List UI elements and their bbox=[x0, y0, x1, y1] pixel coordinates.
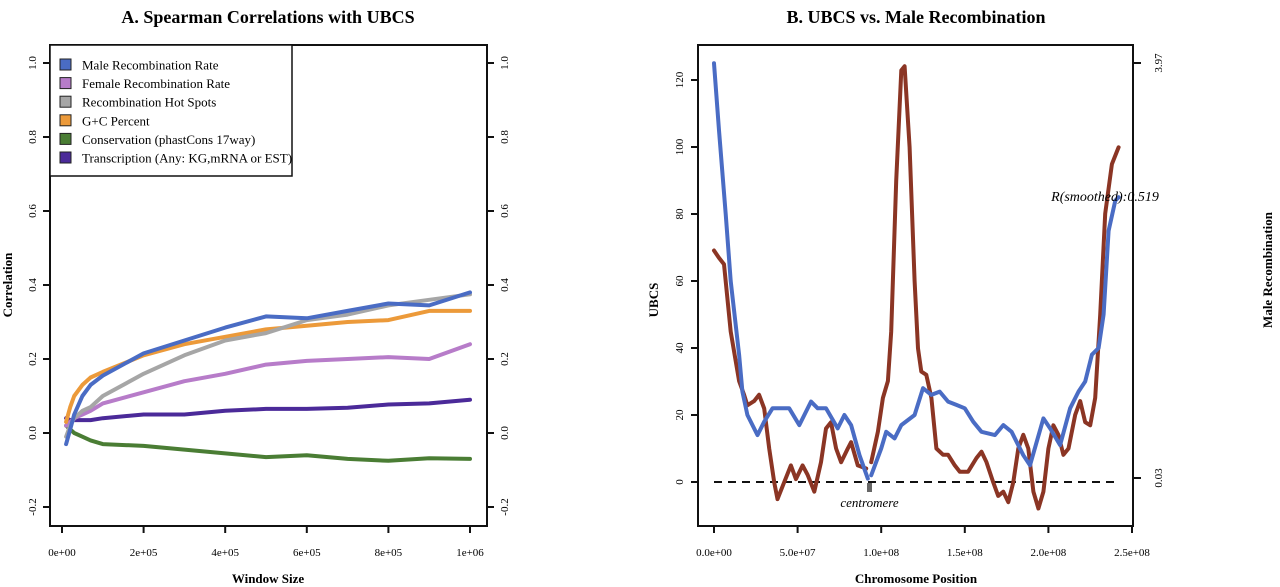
y-tick-label: 0.2 bbox=[27, 352, 39, 366]
y-tick-label: 0 bbox=[674, 479, 686, 485]
x-tick-label: 1e+06 bbox=[456, 547, 484, 559]
right-y-tick-label: 0.4 bbox=[499, 278, 511, 292]
legend-swatch bbox=[59, 58, 72, 71]
y-tick-label: 1.0 bbox=[27, 56, 39, 70]
panel-b-x-axis-label: Chromosome Position bbox=[855, 571, 978, 586]
legend-swatch bbox=[59, 95, 72, 108]
y-tick-label: 0.8 bbox=[27, 130, 39, 144]
y-tick-label: -0.2 bbox=[27, 498, 39, 515]
panel-a-title: A. Spearman Correlations with UBCS bbox=[121, 7, 414, 27]
legend-swatch bbox=[59, 77, 72, 90]
series-line-ubcs bbox=[712, 61, 1121, 481]
right-y-tick-label: -0.2 bbox=[499, 498, 511, 515]
legend-item: Recombination Hot Spots bbox=[59, 95, 216, 110]
legend-swatch bbox=[59, 132, 72, 145]
series-line-recombination-hot-spots bbox=[64, 292, 472, 439]
right-y-tick-label: 1.0 bbox=[499, 56, 511, 70]
right-y-tick-label: 0.2 bbox=[499, 352, 511, 366]
panel-b-right-axis-label: Male Recombination bbox=[1260, 211, 1275, 328]
legend-item: Conservation (phastCons 17way) bbox=[59, 132, 255, 147]
legend-label: Recombination Hot Spots bbox=[82, 95, 216, 110]
right-y-tick-label: 0.0 bbox=[499, 426, 511, 440]
series-line-transcription-any-kg-mrna-or-est- bbox=[64, 397, 472, 423]
x-tick-label: 5.0e+07 bbox=[780, 547, 816, 559]
x-tick-label: 0.0e+00 bbox=[696, 547, 732, 559]
series-line-conservation-phastcons-17way- bbox=[64, 423, 472, 463]
centromere-label: centromere bbox=[840, 495, 898, 510]
series-line-g-c-percent bbox=[64, 308, 472, 424]
y-tick-label: 120 bbox=[674, 71, 686, 88]
legend-item: G+C Percent bbox=[59, 113, 150, 128]
y-tick-label: 0.4 bbox=[27, 278, 39, 292]
y-tick-label: 0.0 bbox=[27, 426, 39, 440]
legend-label: Transcription (Any: KG,mRNA or EST) bbox=[82, 151, 292, 166]
y-tick-label: 60 bbox=[674, 275, 686, 287]
x-tick-label: 8e+05 bbox=[375, 547, 403, 559]
x-tick-label: 1.5e+08 bbox=[947, 547, 983, 559]
legend-swatch bbox=[59, 151, 72, 164]
x-tick-label: 1.0e+08 bbox=[863, 547, 899, 559]
legend-label: Male Recombination Rate bbox=[82, 58, 219, 73]
y-tick-label: 0.6 bbox=[27, 204, 39, 218]
x-tick-label: 2.0e+08 bbox=[1030, 547, 1066, 559]
legend-frame bbox=[49, 44, 293, 177]
legend-label: Female Recombination Rate bbox=[82, 76, 230, 91]
x-tick-label: 4e+05 bbox=[211, 547, 239, 559]
legend-label: G+C Percent bbox=[82, 113, 150, 128]
legend-label: Conservation (phastCons 17way) bbox=[82, 132, 255, 147]
y-tick-label: 40 bbox=[674, 342, 686, 354]
panel-a-legend: Male Recombination Rate Female Recombinat… bbox=[49, 44, 293, 177]
panel-a-x-axis-label: Window Size bbox=[232, 571, 305, 586]
x-tick-label: 0e+00 bbox=[48, 547, 76, 559]
y-tick-label: 100 bbox=[674, 138, 686, 155]
series-line-male-recombination-rate bbox=[64, 290, 472, 447]
legend-swatch bbox=[59, 114, 72, 127]
y-tick-label: 20 bbox=[674, 409, 686, 421]
right-y-tick-label: 0.6 bbox=[499, 204, 511, 218]
legend-item: Male Recombination Rate bbox=[59, 58, 219, 73]
panel-a-y-axis-label: Correlation bbox=[0, 252, 15, 318]
x-tick-label: 6e+05 bbox=[293, 547, 321, 559]
right-y-tick-label: 0.03 bbox=[1153, 468, 1165, 488]
x-tick-label: 2.5e+08 bbox=[1114, 547, 1150, 559]
y-tick-label: 80 bbox=[674, 208, 686, 220]
panel-b-plot-frame bbox=[697, 44, 1134, 527]
correlation-annotation: R(smoothed):0.519 bbox=[1050, 190, 1159, 205]
x-tick-label: 2e+05 bbox=[130, 547, 158, 559]
right-y-tick-label: 0.8 bbox=[499, 130, 511, 144]
legend-item: Transcription (Any: KG,mRNA or EST) bbox=[59, 151, 292, 166]
panel-b-y-axis-label: UBCS bbox=[646, 283, 661, 318]
legend-item: Female Recombination Rate bbox=[59, 76, 230, 91]
right-y-tick-label: 3.97 bbox=[1153, 53, 1165, 73]
centromere-marker bbox=[866, 483, 872, 492]
panel-b-title: B. UBCS vs. Male Recombination bbox=[786, 7, 1045, 27]
